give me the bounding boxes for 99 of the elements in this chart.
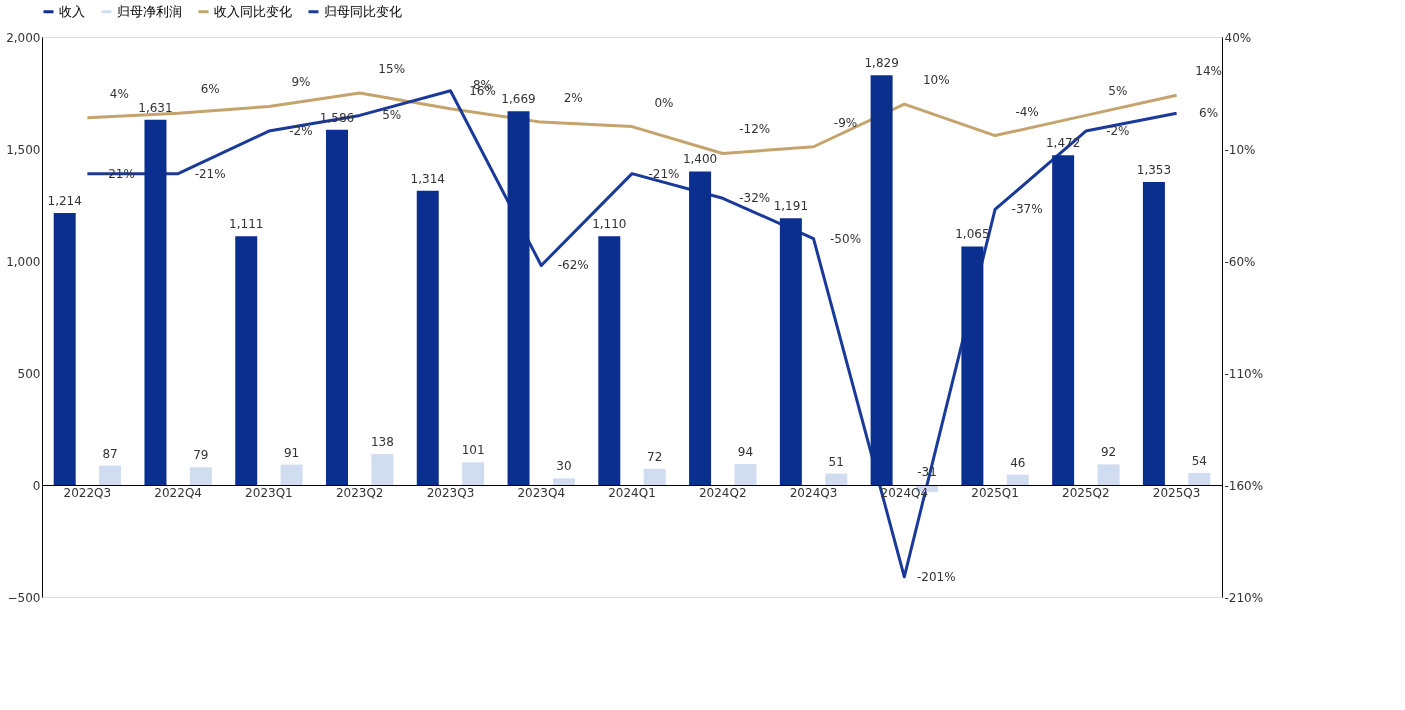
bar	[144, 119, 167, 485]
data-label: 9%	[291, 75, 311, 90]
y-tick-label: 0	[32, 478, 41, 493]
x-tick-label: 2022Q4	[154, 485, 202, 500]
data-label: -21%	[194, 166, 226, 181]
bar	[779, 218, 802, 485]
legend-label: 收入同比变化	[214, 3, 292, 19]
data-label: 14%	[1195, 64, 1222, 79]
y-tick-label: −500	[7, 590, 41, 605]
bar	[552, 478, 575, 485]
bar	[1006, 474, 1029, 485]
y-tick-label: 1,500	[6, 142, 41, 157]
legend-label: 归母同比变化	[324, 3, 402, 19]
y2-tick-label: -110%	[1224, 366, 1264, 381]
data-label: 10%	[922, 73, 950, 88]
y2-tick-label: 40%	[1224, 30, 1252, 45]
data-label: 72	[647, 449, 663, 464]
y2-tick-label: -210%	[1224, 590, 1264, 605]
data-label: 54	[1191, 453, 1207, 468]
data-label: -62%	[557, 258, 589, 273]
bar	[53, 213, 76, 485]
y-tick-label: 500	[17, 366, 41, 381]
bar	[1188, 472, 1211, 485]
bar	[371, 454, 394, 485]
x-tick-label: 2023Q1	[245, 485, 293, 500]
x-tick-label: 2024Q3	[789, 485, 838, 500]
data-label: -50%	[830, 231, 862, 246]
data-label: 6%	[1199, 106, 1219, 121]
bar	[462, 462, 485, 485]
data-label: -12%	[739, 122, 771, 137]
y-tick-label: 1,000	[6, 254, 41, 269]
bar	[507, 111, 530, 485]
x-tick-label: 2024Q1	[608, 485, 656, 500]
data-label: -21%	[103, 166, 135, 181]
bar	[689, 171, 712, 485]
data-label: 1,110	[592, 217, 627, 232]
bar	[326, 129, 348, 485]
data-label: 0%	[654, 95, 674, 110]
bar	[961, 246, 984, 485]
data-label: 51	[828, 454, 844, 469]
data-label: 1,669	[501, 92, 536, 107]
data-label: 5%	[1108, 84, 1128, 99]
bar	[598, 236, 621, 485]
data-label: 5%	[382, 108, 402, 123]
y2-tick-label: -10%	[1224, 142, 1256, 157]
data-label: 94	[737, 444, 754, 459]
bar	[99, 465, 122, 485]
data-label: 1,631	[138, 100, 173, 115]
legend-label: 收入	[59, 3, 85, 19]
data-label: 4%	[109, 86, 129, 101]
x-tick-label: 2023Q2	[335, 485, 384, 500]
data-label: -9%	[833, 115, 858, 130]
x-tick-label: 2022Q3	[63, 485, 112, 500]
data-label: 92	[1100, 445, 1117, 460]
x-tick-label: 2025Q3	[1152, 485, 1201, 500]
data-label: 1,353	[1136, 162, 1172, 177]
y2-tick-label: -60%	[1224, 254, 1256, 269]
x-tick-label: 2023Q4	[517, 485, 566, 500]
bar	[1142, 181, 1165, 485]
data-label: 15%	[378, 62, 406, 76]
data-label: -4%	[1015, 104, 1039, 119]
data-label: 87	[102, 446, 118, 461]
data-label: 1,111	[229, 217, 264, 232]
bar	[416, 190, 439, 485]
data-label: 1,400	[682, 152, 718, 167]
data-label: 79	[193, 448, 209, 463]
data-label: 91	[283, 445, 300, 460]
data-label: 138	[370, 435, 394, 450]
data-label: -37%	[1011, 202, 1043, 217]
data-label: 2%	[563, 91, 583, 106]
x-tick-label: 2025Q2	[1062, 485, 1110, 500]
data-label: 1,214	[47, 194, 82, 209]
data-label: 1,829	[864, 56, 899, 71]
x-tick-label: 2023Q3	[426, 485, 475, 500]
bar	[870, 75, 893, 485]
bar	[825, 473, 848, 485]
data-label: -32%	[739, 191, 771, 206]
bar	[189, 467, 212, 485]
data-label: 30	[556, 459, 572, 474]
data-label: -2%	[289, 124, 313, 139]
legend-label: 归母净利润	[117, 3, 182, 19]
bar	[734, 463, 757, 485]
data-label: 1,191	[773, 199, 809, 214]
x-tick-label: 2025Q1	[971, 485, 1019, 500]
x-tick-label: 2024Q2	[698, 485, 747, 500]
data-label: -2%	[1106, 124, 1130, 139]
bar	[643, 468, 666, 485]
data-label: 1,314	[410, 171, 445, 186]
data-label: -201%	[916, 569, 956, 584]
bar	[235, 236, 258, 485]
data-label: 46	[1010, 455, 1026, 470]
data-label: 101	[461, 443, 485, 458]
y2-tick-label: -160%	[1224, 478, 1264, 493]
data-label: -21%	[648, 166, 680, 181]
bar	[280, 464, 303, 485]
bar	[1097, 464, 1120, 485]
bar	[1052, 155, 1075, 485]
data-label: 6%	[200, 82, 220, 97]
y-tick-label: 2,000	[6, 30, 41, 45]
